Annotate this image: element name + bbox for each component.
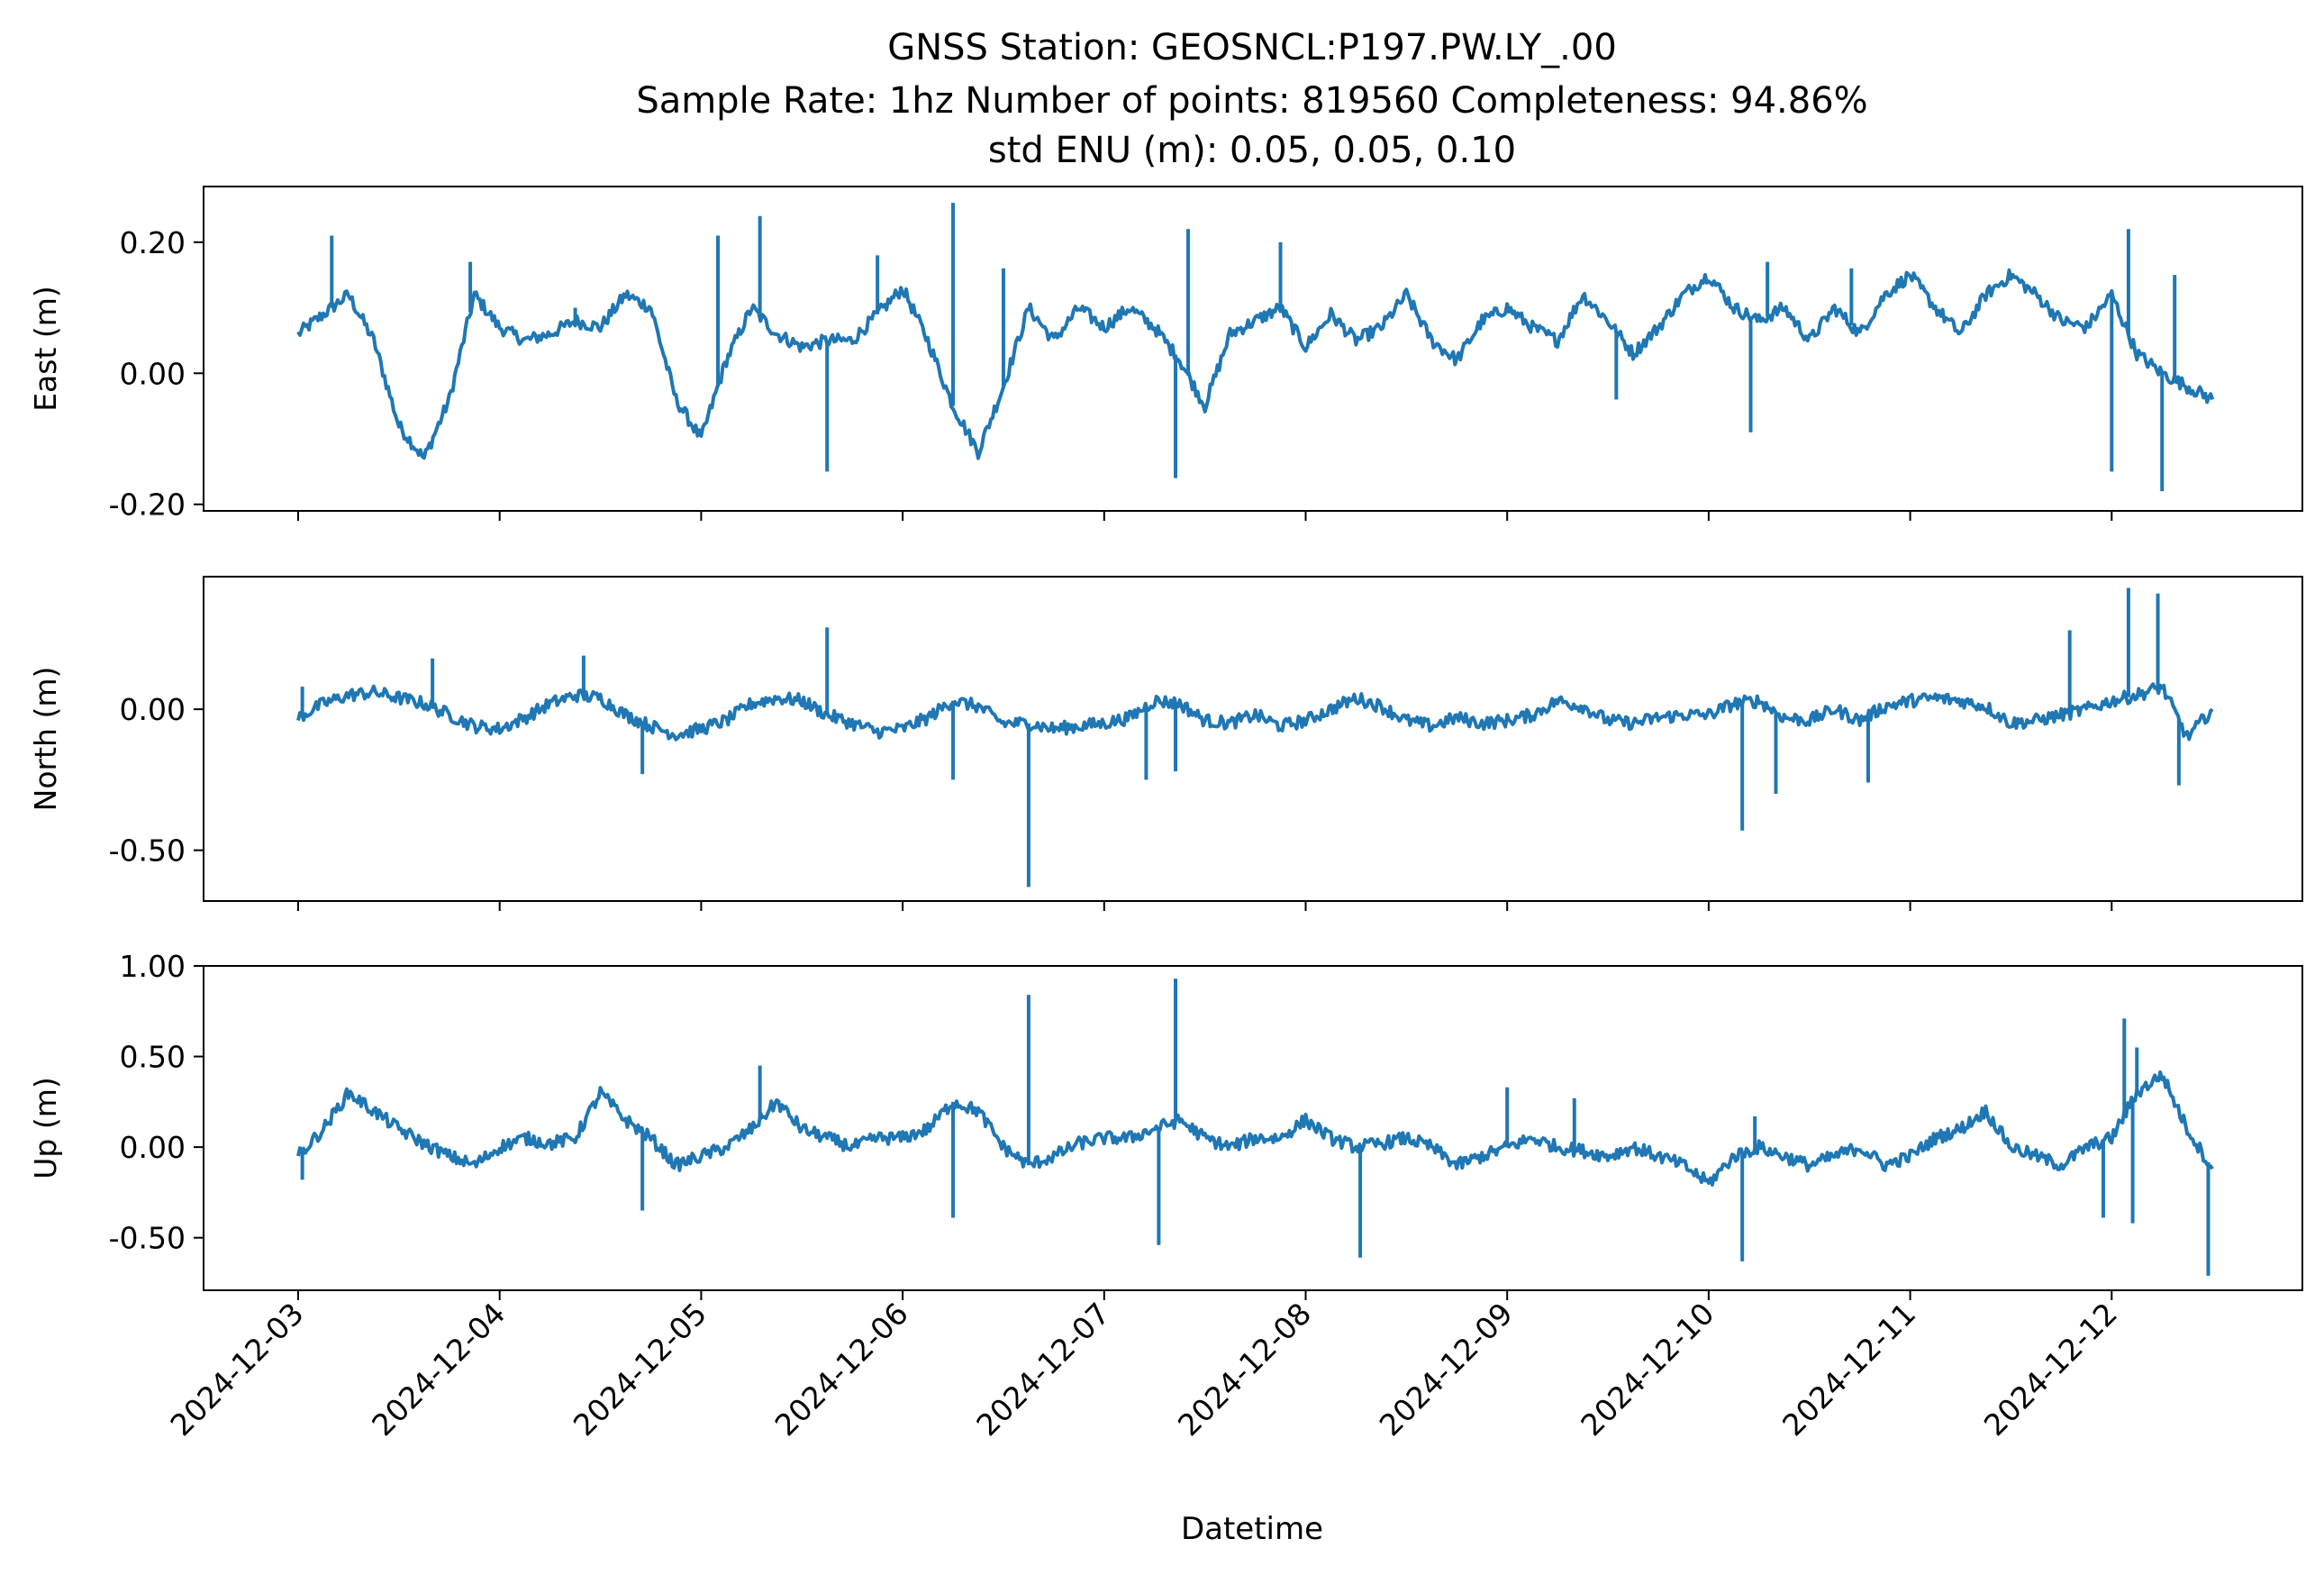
subplot-north: -0.50 0.00 North (m)	[28, 576, 2303, 911]
subplot-up: -0.50 0.00 0.50 1.00 Up (m)	[28, 949, 2303, 1300]
axes-frame-up	[203, 965, 2303, 1291]
axes-frame-north	[203, 576, 2303, 902]
y-tick-label-up: 0.50	[120, 1040, 186, 1075]
series-up	[296, 979, 2214, 1276]
title-line-1: GNSS Station: GEOSNCL:P197.PW.LY_.00	[887, 27, 1617, 68]
axes-frame-east	[203, 186, 2303, 512]
series-line-up	[296, 1070, 2214, 1187]
y-axis-label-east: East (m)	[28, 286, 63, 412]
y-tick-label-up: 1.00	[120, 949, 186, 984]
series-north	[296, 587, 2214, 888]
series-east	[296, 203, 2215, 492]
series-line-east	[296, 268, 2215, 460]
y-tick-label-up: 0.00	[120, 1130, 186, 1165]
y-axis-label-up: Up (m)	[28, 1077, 63, 1179]
y-tick-label-east: 0.20	[120, 225, 186, 260]
y-tick-label-north: -0.50	[109, 833, 186, 869]
figure-title: GNSS Station: GEOSNCL:P197.PW.LY_.00 Sam…	[636, 27, 1867, 171]
title-line-2: Sample Rate: 1hz Number of points: 81956…	[636, 80, 1867, 122]
x-axis-label: Datetime	[1181, 1511, 1323, 1547]
title-line-3: std ENU (m): 0.05, 0.05, 0.10	[988, 130, 1516, 171]
series-line-north	[296, 682, 2214, 742]
y-axis-label-north: North (m)	[28, 667, 63, 812]
subplot-east: -0.20 0.00 0.20 East (m)	[28, 186, 2303, 523]
y-tick-label-north: 0.00	[120, 692, 186, 727]
y-tick-label-east: -0.20	[109, 487, 186, 523]
y-tick-label-east: 0.00	[120, 356, 186, 391]
y-tick-label-up: -0.50	[109, 1221, 186, 1256]
